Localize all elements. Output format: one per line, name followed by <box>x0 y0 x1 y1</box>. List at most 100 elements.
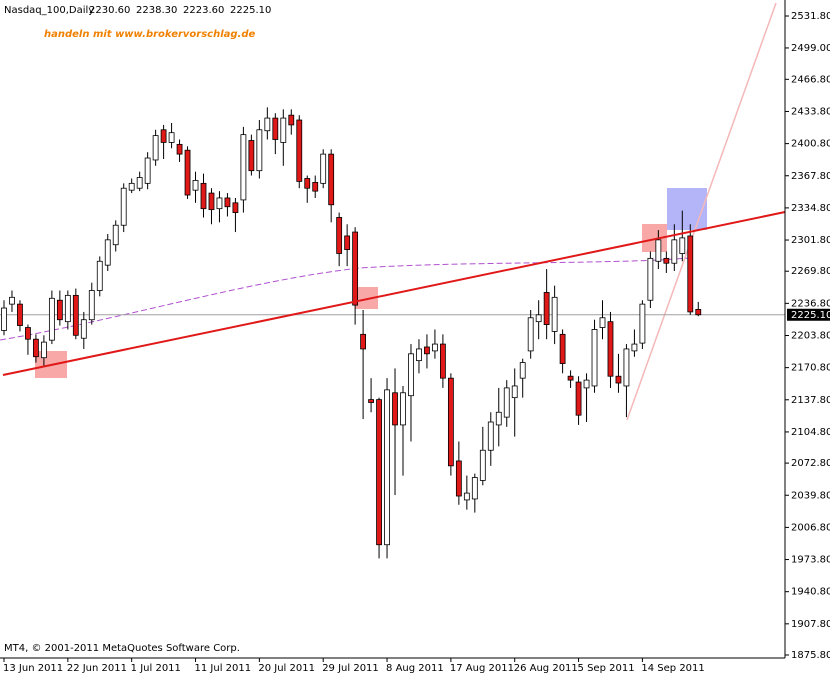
bull-candle <box>9 296 15 305</box>
x-tick-label: 29 Jul 2011 <box>322 663 379 674</box>
ohlc-open: 2230.60 <box>89 5 130 16</box>
bear-candle <box>224 197 231 208</box>
bull-candle <box>96 260 103 291</box>
bear-candle <box>312 181 319 192</box>
y-tick-label: 1940.80 <box>791 587 830 598</box>
bull-candle <box>216 197 223 210</box>
y-tick-label: 2137.80 <box>791 395 830 406</box>
y-tick-label: 2301.80 <box>791 235 830 246</box>
y-tick-label: 2236.80 <box>791 298 830 309</box>
price-tag-label: 2225.10 <box>791 310 830 321</box>
trend-line <box>2 211 786 376</box>
bear-candle <box>360 333 367 350</box>
bear-candle <box>33 338 39 358</box>
bull-candle <box>408 353 414 397</box>
bear-candle <box>72 294 79 336</box>
bear-candle <box>376 399 382 546</box>
bear-candle <box>455 460 462 497</box>
ohlc-high: 2238.30 <box>136 5 177 16</box>
y-tick-label: 1973.80 <box>791 555 830 566</box>
bull-candle <box>487 421 494 451</box>
bull-candle <box>551 296 558 332</box>
bear-candle <box>25 327 31 340</box>
bear-candle <box>439 343 446 379</box>
y-tick-label: 1875.80 <box>791 650 830 661</box>
candles <box>0 107 785 559</box>
y-tick-label: 2170.80 <box>791 363 830 374</box>
bear-candle <box>232 202 239 213</box>
x-tick-label: 26 Aug 2011 <box>514 663 578 674</box>
bear-candle <box>575 381 582 416</box>
y-tick-label: 2269.80 <box>791 266 830 277</box>
trend-line <box>626 2 777 421</box>
bull-candle <box>527 317 534 352</box>
copyright: MT4, © 2001-2011 MetaQuotes Software Cor… <box>4 643 240 654</box>
bull-candle <box>112 224 119 246</box>
bull-candle <box>679 237 686 254</box>
bull-candle <box>639 303 646 344</box>
bear-candle <box>567 375 574 381</box>
bull-candle <box>88 290 95 321</box>
bear-candle <box>160 129 167 143</box>
y-tick-label: 2367.80 <box>791 171 830 182</box>
bear-candle <box>200 182 207 210</box>
bull-candle <box>192 180 199 191</box>
bear-candle <box>336 217 343 254</box>
symbol: Nasdaq_100,Daily <box>4 5 94 16</box>
bull-candle <box>583 379 590 389</box>
bear-candle <box>352 231 359 306</box>
x-tick-label: 8 Aug 2011 <box>386 663 444 674</box>
bull-candle <box>144 157 151 184</box>
bull-candle <box>256 129 263 172</box>
bull-candle <box>168 132 175 143</box>
y-tick-label: 2531.80 <box>791 11 830 22</box>
bull-candle <box>463 492 470 501</box>
bull-candle <box>503 387 510 418</box>
bear-candle <box>176 143 183 155</box>
x-tick-label: 20 Jul 2011 <box>258 663 315 674</box>
y-tick-label: 2006.80 <box>791 522 830 533</box>
bear-candle <box>328 153 335 206</box>
ohlc-close: 2225.10 <box>230 5 271 16</box>
x-tick-label: 11 Jul 2011 <box>195 663 252 674</box>
bear-candle <box>543 292 550 325</box>
bull-candle <box>535 314 542 323</box>
bull-candle <box>511 385 518 399</box>
bull-candle <box>671 239 678 264</box>
bull-candle <box>631 343 638 352</box>
bear-candle <box>695 308 702 316</box>
bear-candle <box>17 303 23 326</box>
bull-candle <box>64 294 71 323</box>
bull-candle <box>41 341 47 359</box>
bull-candle <box>647 257 654 301</box>
bear-candle <box>296 119 303 182</box>
bull-candle <box>495 411 502 426</box>
y-tick-label: 1907.80 <box>791 619 830 630</box>
x-tick-label: 5 Sep 2011 <box>578 663 635 674</box>
bull-candle <box>471 477 478 500</box>
bull-candle <box>432 343 438 352</box>
bear-candle <box>248 140 255 172</box>
bear-candle <box>424 346 430 355</box>
bull-candle <box>416 348 422 362</box>
bear-candle <box>184 149 191 196</box>
bull-candle <box>264 117 271 132</box>
y-tick-label: 2433.80 <box>791 106 830 117</box>
bull-candle <box>599 317 606 328</box>
bear-candle <box>559 333 566 364</box>
bear-candle <box>607 321 614 377</box>
bear-candle <box>344 235 351 250</box>
highlight-box <box>667 188 707 230</box>
moving-average <box>0 257 691 341</box>
bull-candle <box>400 392 406 426</box>
bear-candle <box>368 399 374 403</box>
bull-candle <box>320 153 327 184</box>
ohlc-low: 2223.60 <box>183 5 224 16</box>
bear-candle <box>615 375 622 384</box>
bull-candle <box>80 319 87 339</box>
bear-candle <box>447 377 454 467</box>
watermark: handeln mit www.brokervorschlag.de <box>44 29 256 40</box>
x-tick-label: 22 Jun 2011 <box>67 663 127 674</box>
price-tag <box>787 308 830 321</box>
